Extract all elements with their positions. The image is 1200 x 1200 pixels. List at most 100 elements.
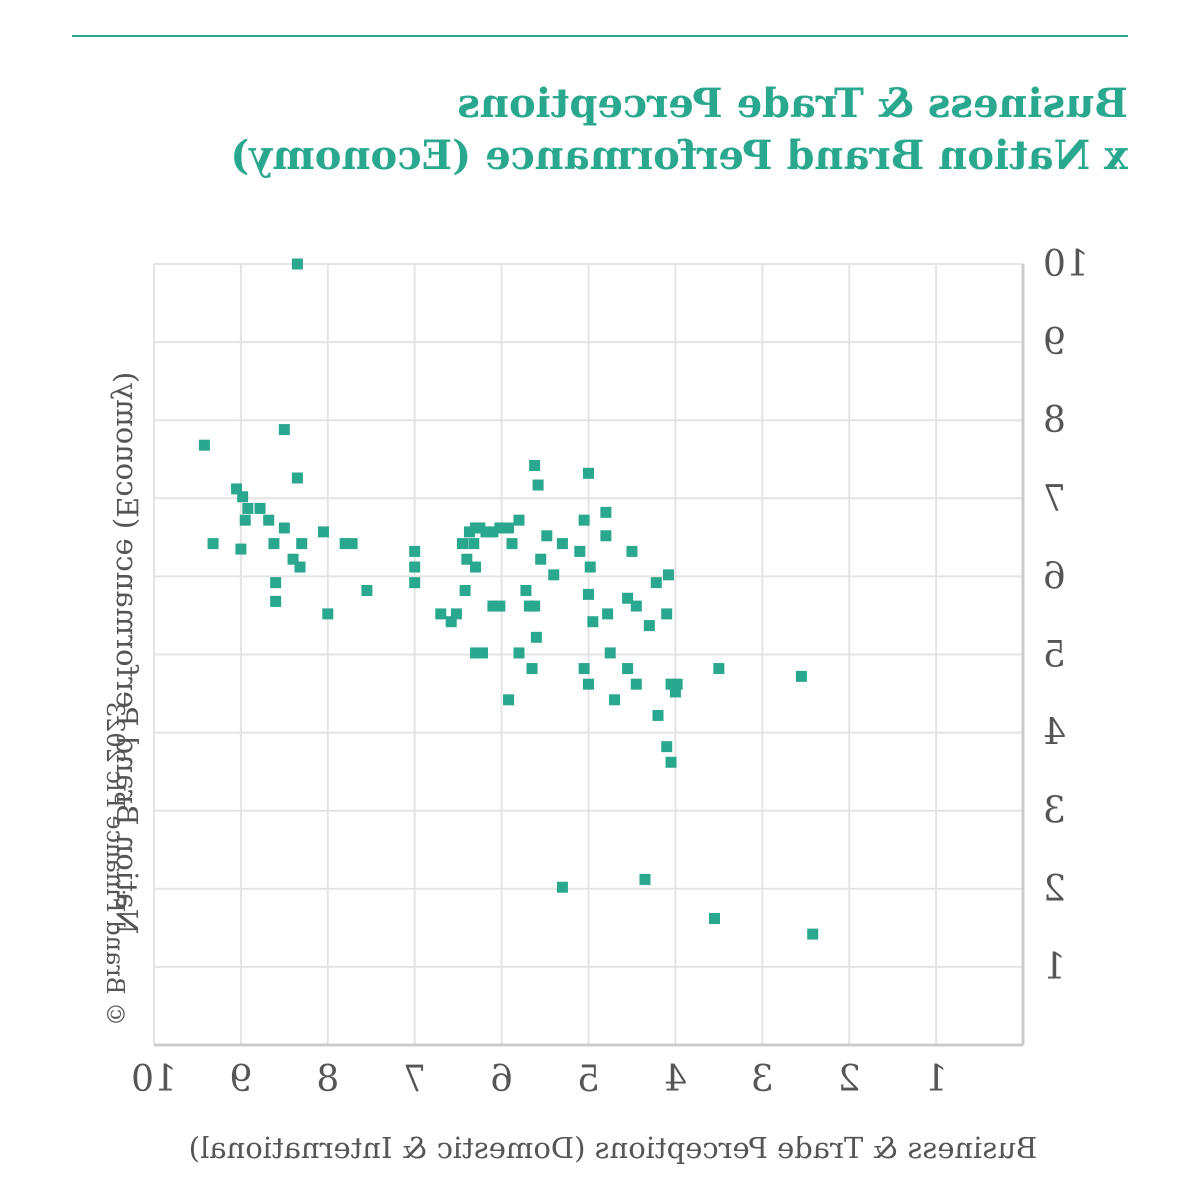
data-point	[456, 538, 468, 550]
data-point	[713, 663, 725, 675]
data-point	[503, 522, 515, 534]
data-point	[650, 577, 662, 589]
data-point	[604, 647, 616, 659]
data-point	[409, 577, 421, 589]
data-point	[487, 600, 499, 612]
data-point	[709, 912, 721, 924]
data-point	[578, 514, 590, 526]
x-tick-label: 4	[664, 1059, 687, 1100]
data-point	[587, 616, 599, 628]
data-point	[503, 694, 515, 706]
y-tick-label: 6	[1043, 556, 1066, 597]
data-point	[476, 647, 488, 659]
data-point	[287, 553, 299, 565]
data-point	[463, 526, 475, 538]
gridlines	[153, 263, 1023, 1045]
x-axis-label: Business & Trade Perceptions (Domestic &…	[189, 1131, 1038, 1165]
y-tick-label: 1	[1043, 947, 1066, 988]
data-point	[239, 514, 251, 526]
data-point	[609, 694, 621, 706]
data-point	[520, 584, 532, 596]
y-tick-labels: 1 2 3 4 5 6 7 8 9 10	[1043, 244, 1089, 988]
data-point	[291, 472, 303, 484]
data-point	[480, 526, 492, 538]
data-point	[242, 502, 254, 514]
data-point	[450, 608, 462, 620]
data-point	[795, 670, 807, 682]
data-point	[630, 600, 642, 612]
data-point	[530, 631, 542, 643]
data-points	[198, 258, 819, 940]
data-point	[541, 530, 553, 542]
data-point	[513, 514, 525, 526]
data-point	[278, 522, 290, 534]
data-point	[643, 620, 655, 632]
data-point	[474, 522, 486, 534]
y-tick-label: 4	[1043, 713, 1066, 754]
data-point	[548, 569, 560, 581]
data-point	[556, 881, 568, 893]
data-point	[445, 616, 457, 628]
data-point	[270, 595, 282, 607]
x-tick-label: 7	[403, 1059, 426, 1100]
data-point	[294, 561, 306, 573]
data-point	[231, 483, 243, 495]
data-point	[583, 467, 594, 479]
data-point	[807, 928, 819, 940]
data-point	[235, 543, 247, 555]
data-point	[198, 439, 210, 451]
data-point	[639, 873, 651, 885]
x-tick-label: 3	[751, 1059, 774, 1100]
data-point	[237, 491, 249, 503]
data-point	[556, 538, 568, 550]
data-point	[339, 538, 351, 550]
data-point	[602, 608, 614, 620]
x-tick-label: 5	[577, 1059, 600, 1100]
data-point	[665, 678, 677, 690]
data-point	[529, 600, 541, 612]
data-point	[583, 678, 594, 690]
data-point	[526, 663, 538, 675]
data-point	[494, 600, 506, 612]
data-point	[322, 608, 334, 620]
data-point	[409, 561, 421, 573]
data-point	[578, 663, 590, 675]
data-point	[622, 663, 634, 675]
data-point	[583, 588, 594, 600]
data-point	[270, 577, 282, 589]
data-point	[494, 522, 506, 534]
data-point	[461, 553, 473, 565]
x-tick-label: 2	[838, 1059, 861, 1100]
x-tick-label: 8	[316, 1059, 339, 1100]
data-point	[207, 538, 219, 550]
data-point	[268, 538, 280, 550]
data-point	[470, 561, 482, 573]
data-point	[468, 538, 480, 550]
y-tick-label: 9	[1043, 322, 1066, 363]
data-point	[296, 538, 308, 550]
data-point	[665, 756, 677, 768]
data-point	[535, 553, 547, 565]
data-point	[435, 608, 447, 620]
data-point	[662, 569, 674, 581]
data-point	[487, 526, 499, 538]
data-point	[661, 608, 673, 620]
y-axis-label: Nation Brand Performance (Economy)	[110, 372, 144, 935]
data-point	[317, 526, 329, 538]
data-point	[506, 538, 518, 550]
y-tick-label: 5	[1043, 635, 1066, 676]
data-point	[361, 584, 373, 596]
data-point	[652, 709, 664, 721]
data-point	[574, 545, 586, 557]
data-point	[291, 258, 303, 270]
data-point	[409, 545, 421, 557]
data-point	[470, 647, 482, 659]
x-tick-label: 6	[490, 1059, 513, 1100]
y-tick-label: 7	[1043, 478, 1066, 519]
data-point	[278, 424, 290, 436]
axes	[154, 264, 1025, 1047]
data-point	[346, 538, 358, 550]
data-point	[459, 584, 471, 596]
